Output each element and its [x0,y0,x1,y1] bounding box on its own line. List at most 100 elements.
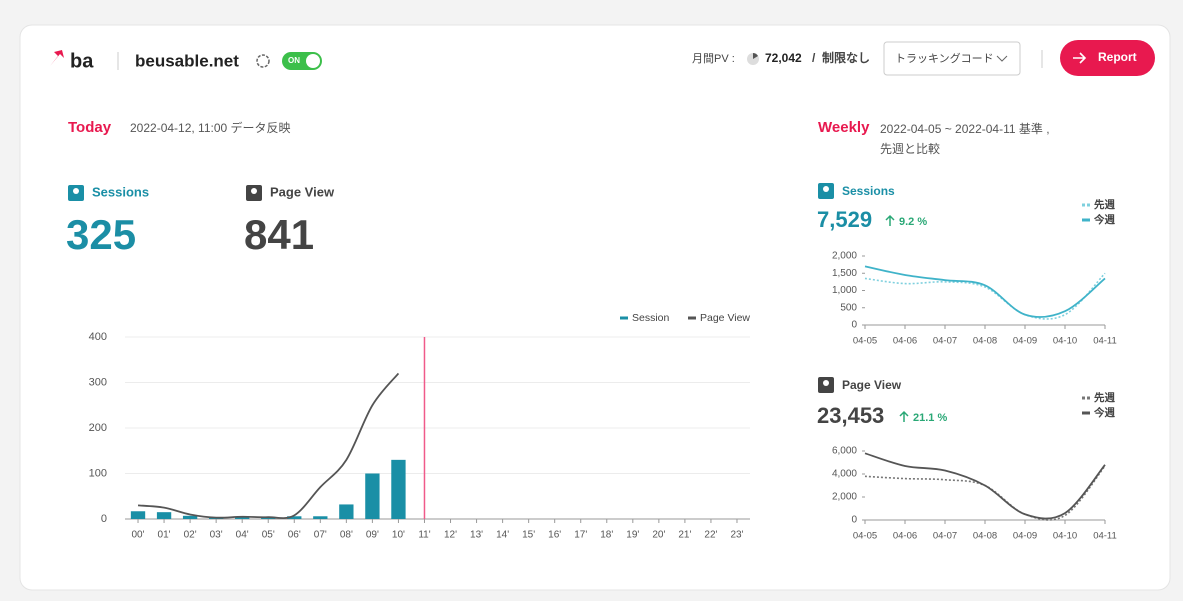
x-tick-label: 14' [496,530,509,541]
weekly-subtitle2: 先週と比較 [880,141,940,156]
pv-pie-slice [753,53,758,59]
bar [313,516,328,519]
bar [391,459,406,519]
bar [261,517,276,519]
y-tick-label: 1,000 [832,285,857,296]
pv-value: 72,042 [765,51,802,65]
toggle-knob [306,54,320,68]
y-tick-label: 500 [840,302,857,313]
x-tick-label: 22' [704,530,717,541]
x-tick-label: 04-10 [1053,336,1077,347]
x-tick-label: 08' [340,530,353,541]
y-tick-label: 4,000 [832,469,857,480]
pageview-icon-glyph [251,188,257,194]
pageview-value: 841 [244,211,314,258]
up-arrow [899,410,909,422]
x-tick-label: 09' [366,530,379,541]
x-tick-label: 21' [678,530,691,541]
x-tick-label: 17' [574,530,587,541]
x-tick-label: 15' [522,530,535,541]
pageview-icon-glyph [823,380,829,386]
sessions-value: 325 [66,211,136,258]
weekly-sessions-value: 7,529 [817,207,872,232]
x-tick-label: 04-07 [933,531,957,542]
bar [156,512,172,519]
bar [182,515,198,519]
sessions-icon-glyph [73,188,79,194]
settings-icon[interactable] [256,54,270,68]
line [864,265,1106,318]
y-tick-label: 300 [89,376,107,388]
x-tick-label: 02' [184,530,197,541]
x-tick-label: 04-11 [1093,336,1117,347]
pin-icon [50,50,64,66]
x-tick-label: 04-11 [1093,531,1117,542]
site-short: ba [70,50,94,72]
dropdown[interactable] [883,41,1021,76]
legend-label: Page View [700,312,750,324]
bar [365,473,380,519]
chevron [996,55,1008,62]
x-tick-label: 13' [470,530,483,541]
x-tick-label: 04-09 [1013,336,1037,347]
sessions-label: Sessions [92,184,149,199]
sessions-icon-glyph [823,186,829,192]
weekly-pageview-label: Page View [842,378,902,392]
x-tick-label: 05' [262,530,275,541]
report-label: Report [1098,50,1137,64]
line [137,372,400,519]
x-tick-label: 19' [626,530,639,541]
x-tick-label: 04-10 [1053,531,1077,542]
toggle-label: ON [288,56,300,65]
card [19,24,1171,591]
y-tick-label: 2,000 [832,251,857,262]
x-tick-label: 04-07 [933,336,957,347]
y-tick-label: 400 [89,331,107,343]
x-tick-label: 12' [444,530,457,541]
weekly-sessions-change: 9.2 % [899,216,927,228]
x-tick-label: 11' [418,530,430,541]
x-tick-label: 04-08 [973,531,997,542]
report-button[interactable] [1060,40,1155,76]
x-tick-label: 04' [236,530,249,541]
line [864,452,1106,520]
weekly-subtitle: 2022-04-05 ~ 2022-04-11 基準 , [880,121,1050,136]
legend-label: 先週 [1094,198,1116,211]
x-tick-label: 20' [652,530,665,541]
site-name: beusable.net [135,51,239,70]
y-tick-label: 0 [851,320,857,331]
bar [235,516,250,519]
y-tick-label: 1,500 [832,268,857,279]
y-tick-label: 200 [89,422,107,434]
legend-label: 今週 [1093,406,1116,419]
up-arrow [885,214,895,226]
x-tick-label: 23' [730,530,743,541]
line [864,272,1106,320]
weekly-title: Weekly [818,119,870,136]
today-subtitle: 2022-04-12, 11:00 データ反映 [130,120,291,135]
dropdown-label: トラッキングコード [895,51,994,65]
weekly-pageview-value: 23,453 [817,403,884,428]
x-tick-label: 04-09 [1013,531,1037,542]
y-tick-label: 2,000 [832,492,857,503]
x-tick-label: 00' [131,530,144,541]
pv-label: 月間PV : [692,52,735,65]
weekly-pageview-change: 21.1 % [913,412,947,424]
x-tick-label: 06' [288,530,301,541]
x-tick-label: 04-08 [973,336,997,347]
pv-limit: 制限なし [822,50,870,65]
y-tick-label: 0 [101,513,107,525]
x-tick-label: 10' [392,530,405,541]
x-tick-label: 07' [314,530,327,541]
x-tick-label: 04-06 [893,531,917,542]
legend-label: 先週 [1094,391,1116,404]
weekly-sessions-label: Sessions [842,184,895,198]
x-tick-label: 04-05 [853,336,877,347]
legend-label: Session [632,312,670,324]
x-tick-label: 16' [548,530,561,541]
today-title: Today [68,119,112,136]
y-tick-label: 6,000 [832,446,857,457]
y-tick-label: 0 [851,515,857,526]
x-tick-label: 18' [600,530,613,541]
bar [287,516,302,519]
